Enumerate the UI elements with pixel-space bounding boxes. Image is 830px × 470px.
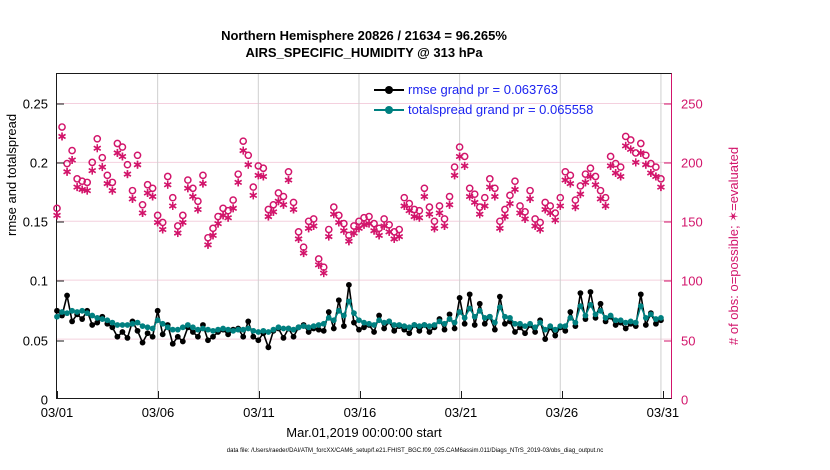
- x-axis-tick-label: 03/06: [141, 405, 175, 420]
- y-axis-right-tick-label: 200: [681, 155, 703, 171]
- x-axis-tick-label: 03/16: [343, 405, 377, 420]
- y-axis-right-label: # of obs: o=possible; ✶=evaluated: [726, 146, 741, 345]
- obs-series: [53, 123, 665, 272]
- legend-item[interactable]: totalspread grand pr = 0.065558: [374, 100, 593, 120]
- x-axis-tick-label: 03/26: [545, 405, 579, 420]
- y-axis-left-tick-label: 0.25: [22, 96, 48, 112]
- x-axis-tick-mark: [561, 391, 563, 398]
- y-axis-left-tick-mark: [57, 340, 64, 342]
- x-axis-tick-mark: [258, 391, 260, 398]
- legend-item-label: totalspread grand pr = 0.065558: [408, 102, 594, 117]
- chart-title-line-2: AIRS_SPECIFIC_HUMIDITY @ 313 hPa: [245, 45, 483, 60]
- y-axis-right-tick-label: 150: [681, 214, 703, 230]
- y-axis-left-label: rmse and totalspread: [4, 113, 19, 236]
- y-axis-left-tick-mark: [57, 280, 64, 282]
- data-file-footer: data file: /Users/raeder/DAI/ATM_forcXX/…: [226, 448, 604, 454]
- y-axis-right-tick-mark: [664, 162, 671, 164]
- line-series: [54, 298, 664, 335]
- x-axis-tick-mark: [662, 391, 664, 398]
- x-axis-label: Mar.01,2019 00:00:00 start: [286, 425, 442, 440]
- x-axis-tick-mark: [460, 391, 462, 398]
- y-axis-right-tick-label: 250: [681, 96, 703, 112]
- y-axis-left-tick-mark: [57, 162, 64, 164]
- chart-title-line-1: Northern Hemisphere 20826 / 21634 = 96.2…: [221, 28, 507, 43]
- legend-item-label: rmse grand pr = 0.063763: [408, 82, 558, 97]
- x-axis-tick-label: 03/31: [646, 405, 680, 420]
- y-axis-right-tick-mark: [664, 221, 671, 223]
- y-axis-right-tick-label: 50: [681, 333, 696, 349]
- chart-title: Northern Hemisphere 20826 / 21634 = 96.2…: [56, 27, 672, 61]
- y-axis-right-tick-mark: [664, 280, 671, 282]
- x-axis-tick-mark: [359, 391, 361, 398]
- y-axis-left-tick-mark: [57, 221, 64, 223]
- data-layer: [53, 123, 665, 351]
- legend-marker-icon: [374, 104, 404, 116]
- x-axis-tick-label: 03/11: [243, 405, 275, 420]
- y-axis-left-tick-label: 0: [40, 392, 48, 408]
- y-axis-right-tick-label: 100: [681, 273, 703, 289]
- x-axis-tick-label: 03/01: [40, 405, 74, 420]
- x-axis-tick-label: 03/21: [444, 405, 478, 420]
- y-axis-right-tick-mark: [664, 340, 671, 342]
- x-axis-tick-mark: [57, 391, 58, 398]
- y-axis-left-tick-label: 0.05: [22, 333, 48, 349]
- x-axis-tick-mark: [157, 391, 159, 398]
- y-axis-right-tick-label: 0: [681, 392, 689, 408]
- legend-item[interactable]: rmse grand pr = 0.063763: [374, 80, 593, 100]
- legend-marker-icon: [374, 84, 404, 96]
- obs-series: [53, 132, 665, 278]
- chart-legend: rmse grand pr = 0.063763 totalspread gran…: [374, 80, 593, 120]
- y-axis-left-tick-label: 0.2: [29, 155, 48, 171]
- plot-area: 0 0.05 0.1 0.15 0.2 0.25 0 50 100 150 200 250 03/0…: [23, 73, 703, 420]
- y-axis-left-tick-label: 0.1: [29, 273, 48, 289]
- y-axis-left-tick-label: 0.15: [22, 214, 48, 230]
- y-axis-left-tick-mark: [57, 103, 64, 105]
- y-axis-right-tick-mark: [664, 103, 671, 105]
